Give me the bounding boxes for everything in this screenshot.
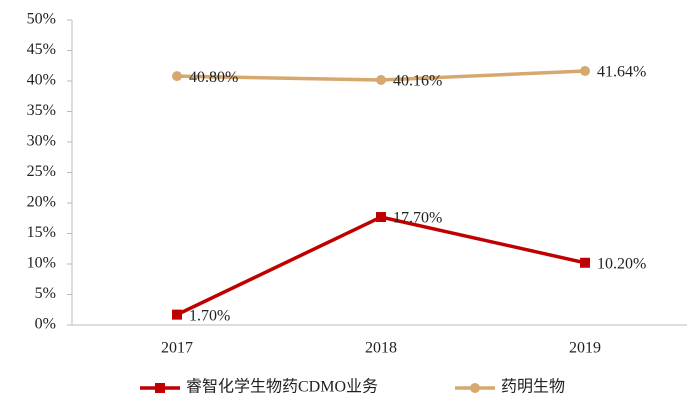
y-tick-label: 40% bbox=[27, 72, 56, 89]
y-tick-label: 0% bbox=[35, 316, 56, 333]
series-line bbox=[176, 215, 586, 317]
legend-label: 药明生物 bbox=[501, 378, 565, 396]
y-tick-label: 50% bbox=[27, 11, 56, 28]
data-point bbox=[172, 309, 182, 320]
y-tick-label: 25% bbox=[27, 163, 56, 180]
x-tick-label: 2019 bbox=[569, 340, 601, 357]
legend-label: 睿智化学生物药CDMO业务 bbox=[186, 378, 378, 396]
data-label: 17.70% bbox=[393, 210, 442, 227]
data-label: 10.20% bbox=[597, 255, 646, 272]
data-point bbox=[172, 71, 182, 82]
data-label: 40.16% bbox=[393, 73, 442, 90]
data-point bbox=[580, 65, 590, 76]
y-tick-label: 5% bbox=[35, 285, 56, 302]
x-tick-label: 2017 bbox=[161, 340, 193, 357]
y-tick-label: 45% bbox=[27, 41, 56, 58]
y-tick-label: 20% bbox=[27, 194, 56, 211]
data-label: 1.70% bbox=[189, 307, 230, 324]
data-point bbox=[376, 212, 386, 223]
y-tick-label: 10% bbox=[27, 255, 56, 272]
y-tick-label: 30% bbox=[27, 133, 56, 150]
y-tick-label: 15% bbox=[27, 224, 56, 241]
y-tick-label: 35% bbox=[27, 102, 56, 119]
x-tick-label: 2018 bbox=[365, 340, 397, 357]
legend-marker bbox=[470, 383, 480, 393]
data-label: 40.80% bbox=[189, 69, 238, 86]
data-point bbox=[580, 257, 590, 268]
data-point bbox=[376, 75, 386, 86]
legend-marker bbox=[155, 383, 165, 393]
data-label: 41.64% bbox=[597, 64, 646, 81]
